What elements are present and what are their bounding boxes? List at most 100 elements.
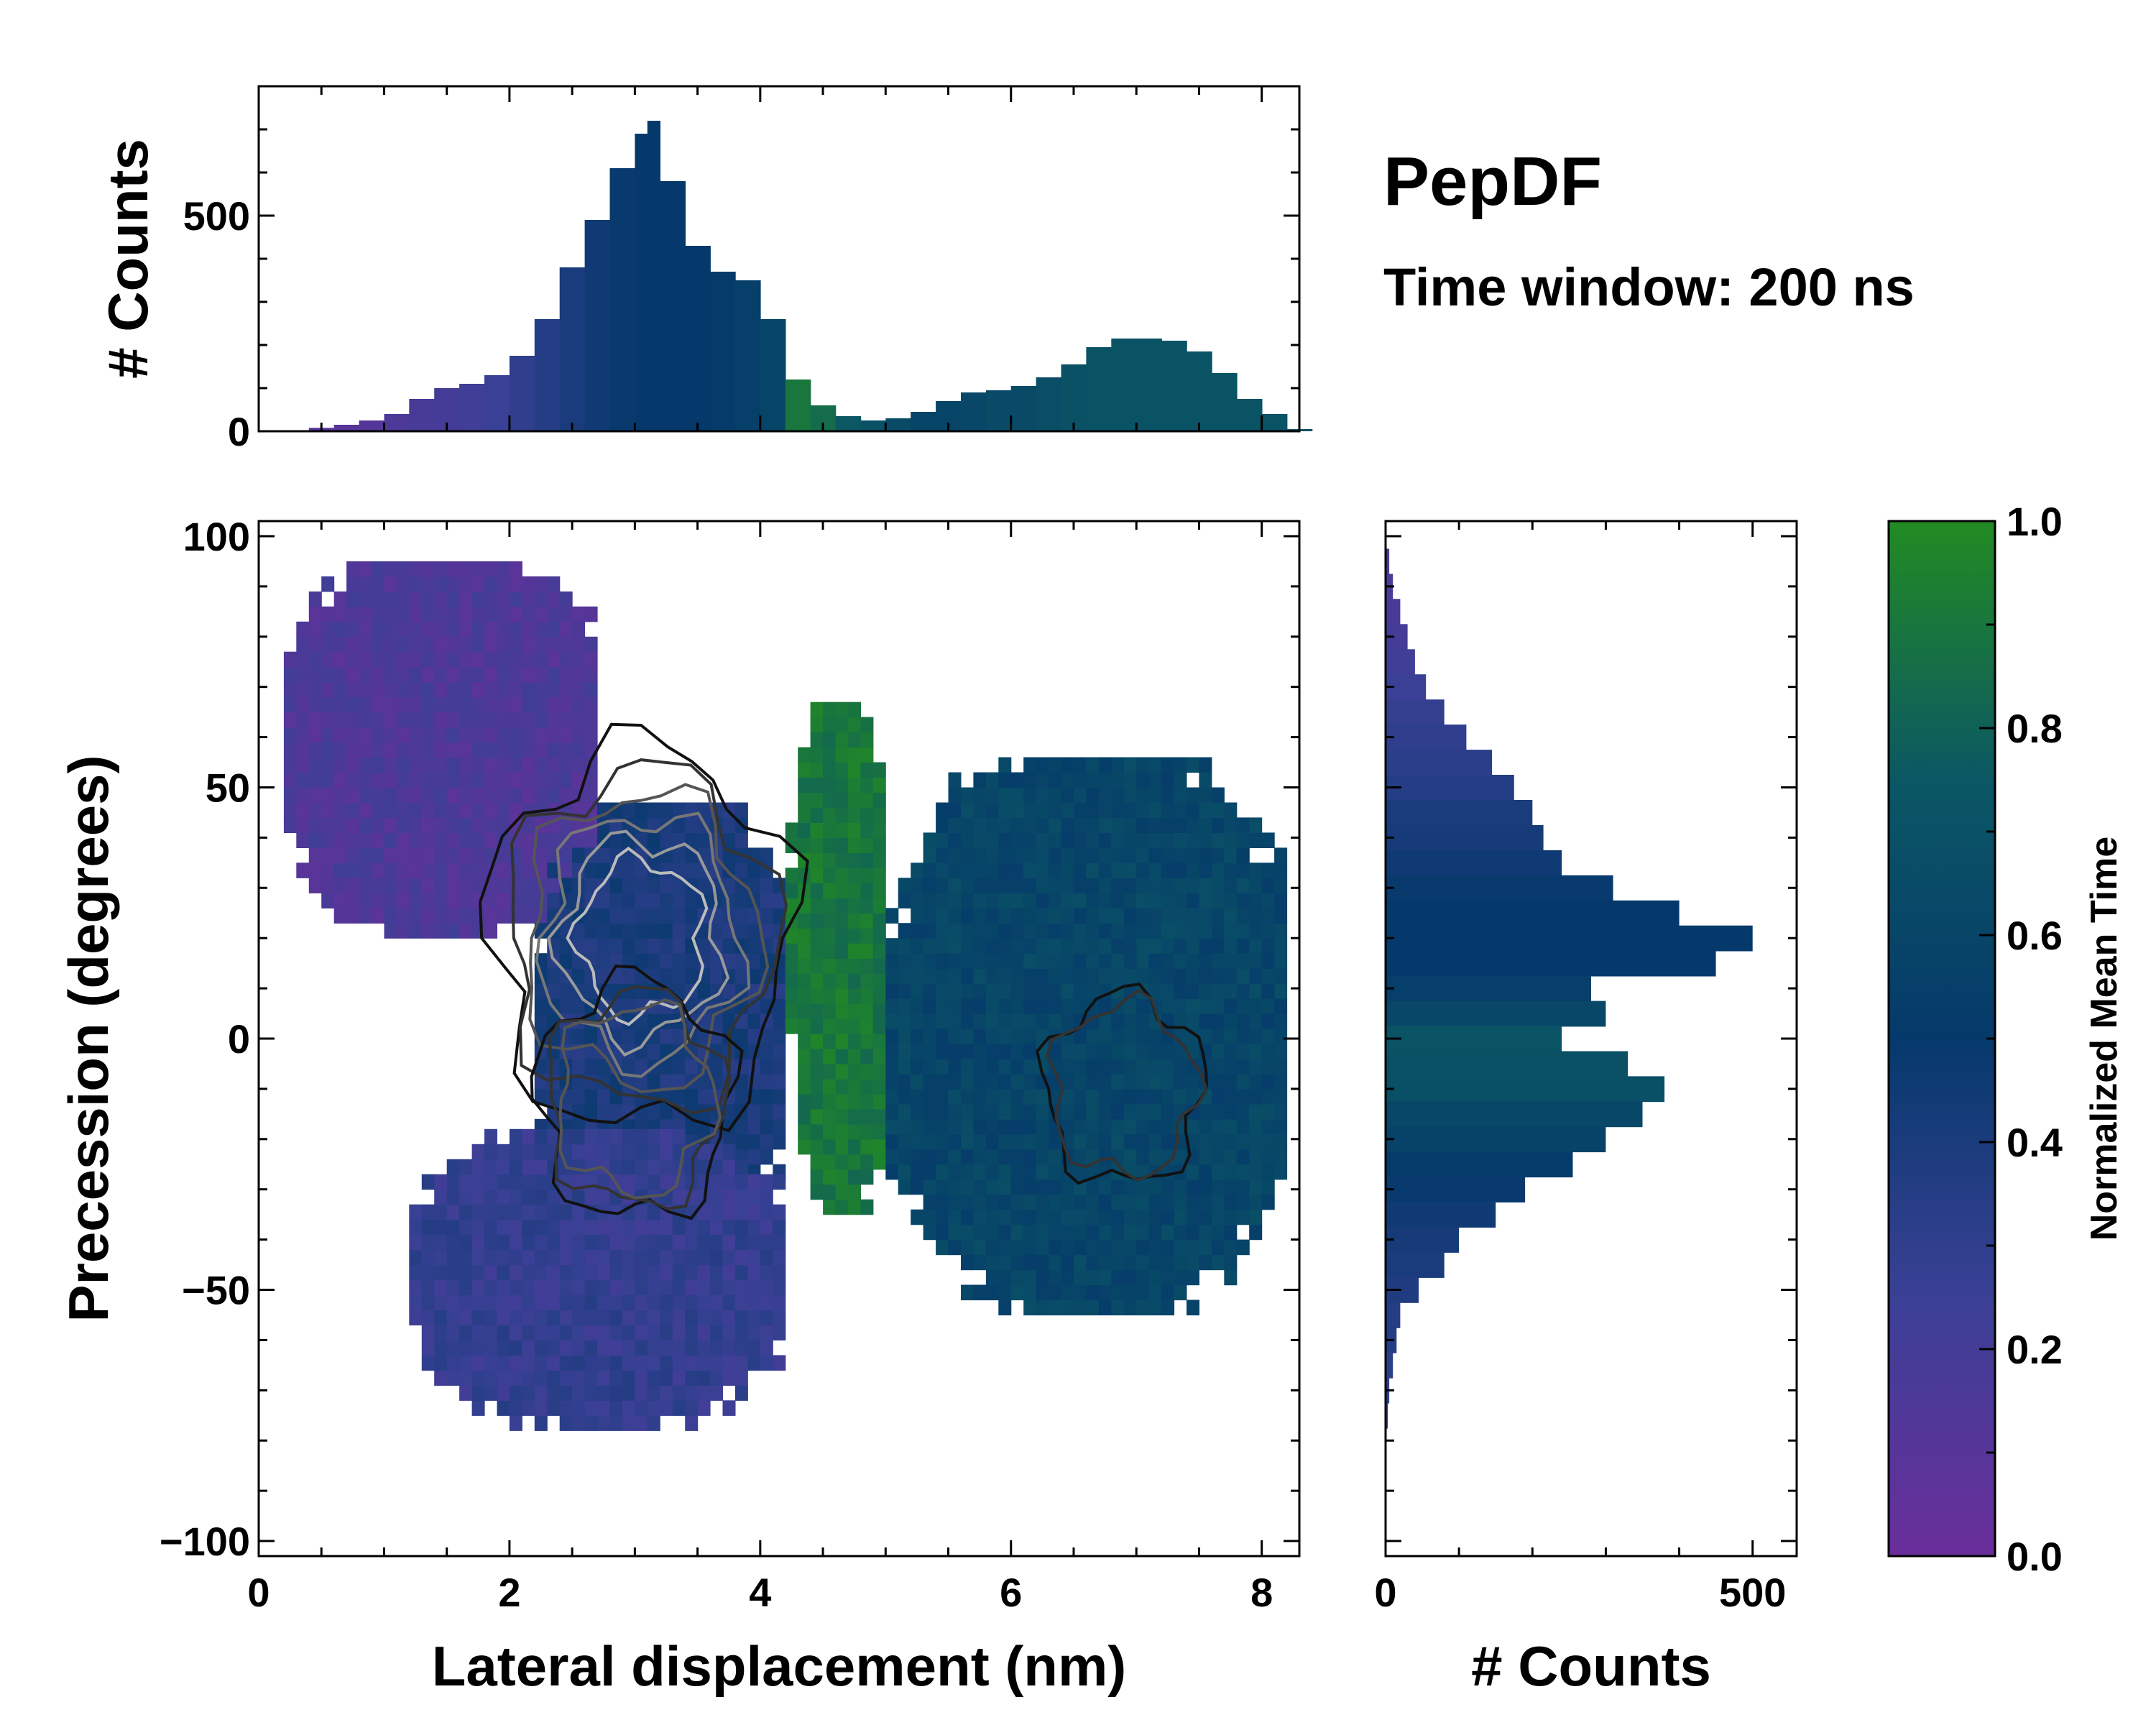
heatmap-cell bbox=[572, 681, 586, 698]
heatmap-cell bbox=[1074, 772, 1087, 788]
heatmap-cell bbox=[1010, 983, 1024, 999]
heatmap-cell bbox=[823, 732, 837, 748]
heatmap-cell bbox=[885, 1044, 899, 1059]
heatmap-cell bbox=[1211, 1224, 1225, 1241]
heatmap-cell bbox=[1136, 1088, 1150, 1105]
heatmap-cell bbox=[785, 868, 798, 883]
heatmap-cell bbox=[446, 621, 460, 638]
heatmap-cell bbox=[1199, 1088, 1212, 1105]
heatmap-cell bbox=[961, 802, 974, 819]
heatmap-cell bbox=[522, 712, 535, 728]
heatmap-cell bbox=[1123, 1224, 1137, 1241]
heatmap-cell bbox=[459, 1204, 473, 1220]
heatmap-cell bbox=[835, 1199, 849, 1215]
heatmap-cell bbox=[885, 968, 899, 984]
heatmap-cell bbox=[471, 561, 485, 577]
heatmap-cell bbox=[961, 1118, 974, 1135]
heatmap-cell bbox=[734, 1279, 748, 1296]
heatmap-cell bbox=[434, 621, 448, 638]
heatmap-cell bbox=[773, 1088, 786, 1105]
heatmap-cell bbox=[722, 1294, 736, 1311]
heatmap-cell bbox=[973, 1044, 987, 1059]
heatmap-cell bbox=[1224, 908, 1238, 924]
heatmap-cell bbox=[835, 1078, 849, 1095]
heatmap-cell bbox=[484, 1264, 497, 1281]
heatmap-cell bbox=[1136, 772, 1150, 788]
heatmap-cell bbox=[848, 1123, 861, 1140]
heatmap-cell bbox=[1049, 1194, 1062, 1210]
heatmap-cell bbox=[534, 757, 548, 773]
heatmap-cell bbox=[710, 1355, 723, 1371]
heatmap-cell bbox=[1187, 1254, 1199, 1271]
heatmap-cell bbox=[747, 1355, 761, 1371]
heatmap-cell bbox=[522, 1189, 535, 1205]
heatmap-cell bbox=[471, 1370, 485, 1386]
heatmap-cell bbox=[1098, 1029, 1112, 1044]
heatmap-cell bbox=[1136, 787, 1150, 804]
heatmap-cell bbox=[584, 1189, 598, 1205]
heatmap-cell bbox=[697, 1385, 711, 1401]
heatmap-cell bbox=[559, 1400, 573, 1416]
heatmap-cell bbox=[635, 1264, 648, 1281]
heatmap-cell bbox=[936, 908, 949, 924]
heatmap-cell bbox=[635, 878, 648, 893]
heatmap-cell bbox=[1236, 878, 1250, 893]
heatmap-cell bbox=[1061, 787, 1074, 804]
heatmap-cell bbox=[722, 1325, 736, 1340]
heatmap-cell bbox=[923, 893, 936, 908]
heatmap-cell bbox=[1199, 1194, 1212, 1210]
heatmap-cell bbox=[1224, 847, 1238, 863]
heatmap-cell bbox=[446, 757, 460, 773]
heatmap-cell bbox=[534, 606, 548, 622]
heatmap-cell bbox=[885, 1073, 899, 1090]
heatmap-cell bbox=[333, 636, 347, 653]
heatmap-cell bbox=[1148, 1269, 1162, 1286]
heatmap-cell bbox=[1187, 1013, 1199, 1029]
heatmap-cell bbox=[747, 923, 761, 939]
heatmap-cell bbox=[471, 621, 485, 638]
heatmap-cell bbox=[710, 1340, 723, 1356]
heatmap-cell bbox=[1148, 1118, 1162, 1135]
heatmap-cell bbox=[872, 1064, 886, 1080]
heatmap-cell bbox=[547, 1325, 561, 1340]
heatmap-cell bbox=[734, 1029, 748, 1044]
heatmap-cell bbox=[497, 757, 510, 773]
heatmap-cell bbox=[872, 837, 886, 853]
heatmap-cell bbox=[1199, 802, 1212, 819]
heatmap-cell bbox=[421, 1234, 435, 1251]
heatmap-cell bbox=[434, 1204, 448, 1220]
heatmap-cell bbox=[734, 1249, 748, 1266]
heatmap-cell bbox=[534, 1144, 548, 1160]
heatmap-cell bbox=[1010, 908, 1024, 924]
colorbar-tick-label: 0.6 bbox=[2007, 913, 2063, 958]
heatmap-cell bbox=[333, 847, 347, 863]
heatmap-cell bbox=[534, 1385, 548, 1401]
heatmap-cell bbox=[421, 1294, 435, 1311]
heatmap-cell bbox=[497, 1204, 510, 1220]
heatmap-cell bbox=[1236, 1029, 1250, 1044]
heatmap-cell bbox=[1161, 847, 1175, 863]
heatmap-cell bbox=[622, 1234, 635, 1251]
heatmap-cell bbox=[421, 1264, 435, 1281]
heatmap-cell bbox=[1123, 1013, 1137, 1029]
heatmap-cell bbox=[296, 727, 310, 743]
heatmap-cell bbox=[547, 576, 561, 592]
heatmap-cell bbox=[660, 1400, 673, 1416]
heatmap-cell bbox=[973, 1194, 987, 1210]
heatmap-cell bbox=[333, 772, 347, 788]
heatmap-cell bbox=[1049, 1224, 1062, 1241]
heatmap-cell bbox=[773, 1355, 786, 1371]
heatmap-cell bbox=[672, 1325, 686, 1340]
heatmap-cell bbox=[359, 742, 372, 758]
heatmap-cell bbox=[973, 893, 987, 908]
heatmap-cell bbox=[1261, 1179, 1275, 1195]
heatmap-cell bbox=[1074, 1194, 1087, 1210]
heatmap-cell bbox=[1274, 862, 1288, 878]
heatmap-cell bbox=[1111, 1269, 1125, 1286]
heatmap-cell bbox=[559, 1204, 573, 1220]
heatmap-cell bbox=[860, 1049, 874, 1064]
heatmap-cell bbox=[1249, 1088, 1263, 1105]
heatmap-cell bbox=[760, 1325, 773, 1340]
heatmap-cell bbox=[446, 847, 460, 863]
